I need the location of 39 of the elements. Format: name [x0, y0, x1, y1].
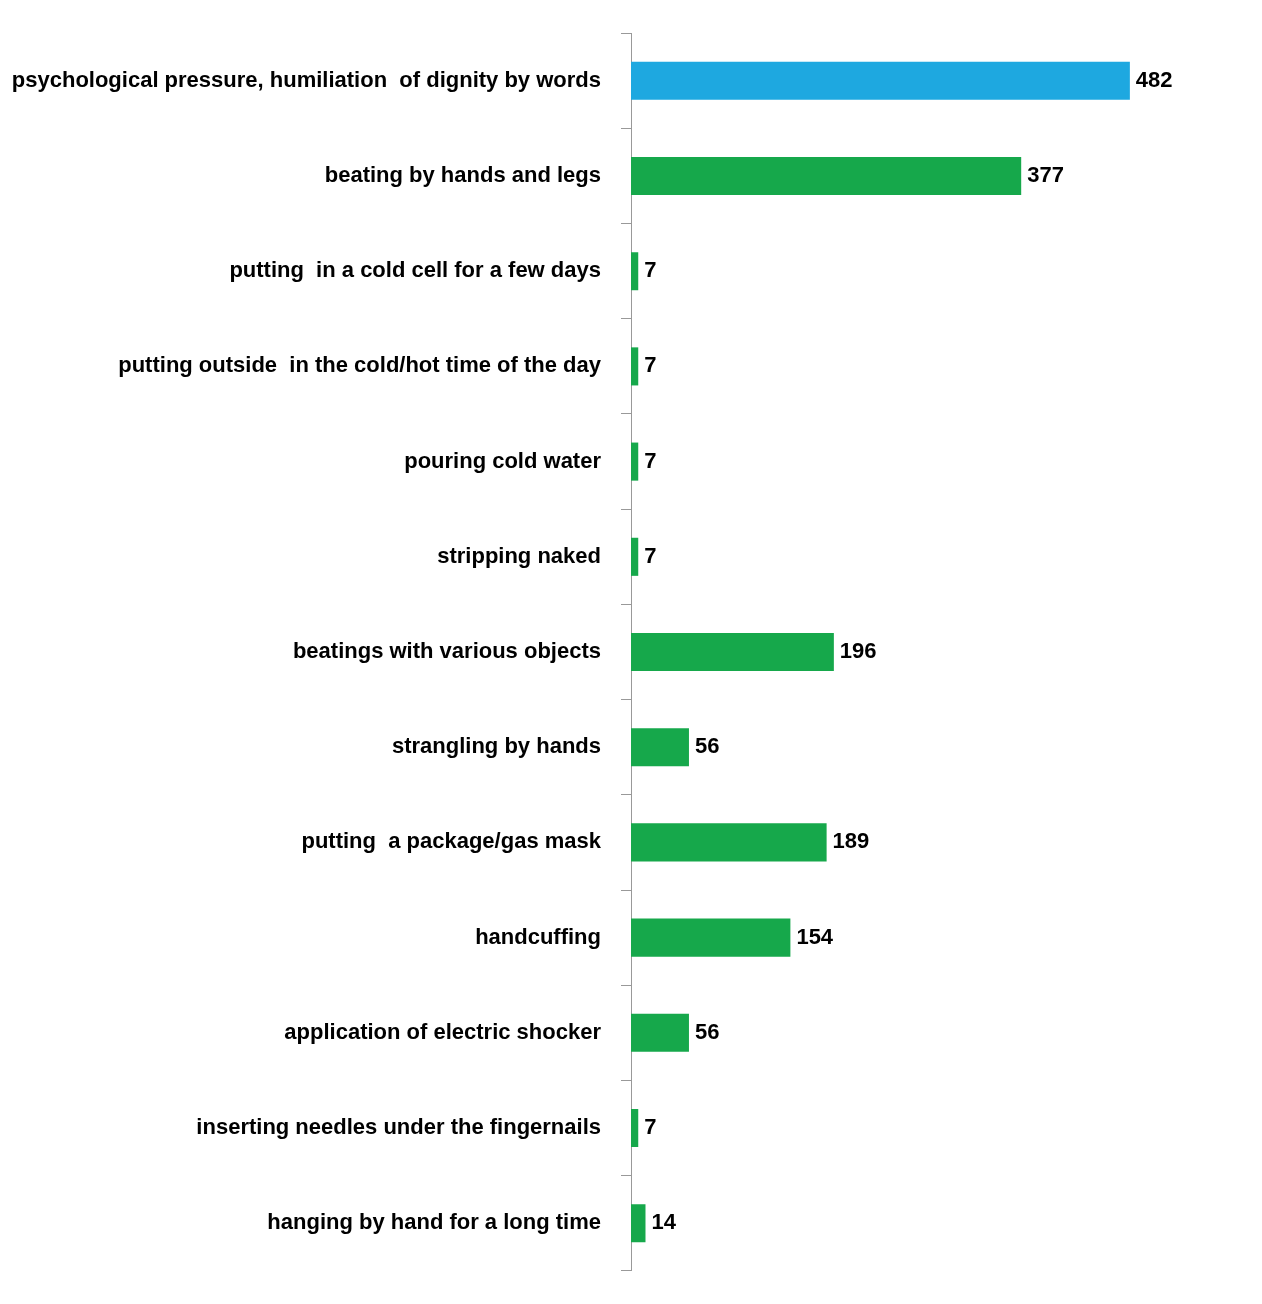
data-label: 377	[1027, 162, 1064, 188]
data-label: 7	[644, 352, 657, 378]
data-label: 482	[1135, 66, 1173, 92]
y-tick-label: handcuffing	[475, 923, 601, 949]
bar	[631, 728, 689, 767]
y-tick-label: strangling by hands	[391, 733, 601, 759]
y-tick-label: stripping naked	[437, 542, 601, 568]
bar	[631, 442, 639, 481]
bar	[631, 1013, 689, 1052]
bar	[631, 156, 1022, 196]
bar	[631, 61, 1130, 100]
bar	[631, 918, 791, 957]
bar	[631, 1204, 646, 1243]
data-label: 154	[796, 923, 834, 949]
data-label: 196	[839, 638, 877, 664]
bar	[631, 1108, 639, 1148]
bar	[631, 537, 639, 576]
bar	[631, 252, 639, 291]
data-label: 7	[644, 257, 657, 283]
bar	[631, 823, 827, 862]
data-label: 7	[644, 1114, 657, 1140]
y-tick-label: putting a package/gas mask	[301, 828, 602, 854]
y-tick-label: beatings with various objects	[292, 638, 601, 664]
data-label: 56	[694, 733, 720, 759]
data-label: 7	[644, 542, 657, 568]
bar	[631, 347, 639, 386]
y-tick-label: pouring cold water	[404, 447, 602, 473]
y-tick-label: application of electric shocker	[284, 1018, 602, 1044]
bar	[631, 632, 834, 672]
y-tick-label: hanging by hand for a long time	[267, 1209, 601, 1235]
y-tick-label: inserting needles under the fingernails	[196, 1114, 601, 1140]
y-tick-label: beating by hands and legs	[324, 162, 601, 188]
data-label: 7	[644, 447, 657, 473]
data-label: 189	[832, 828, 870, 854]
y-tick-label: putting outside in the cold/hot time of the day	[118, 352, 602, 378]
data-label: 56	[694, 1018, 720, 1044]
data-label: 14	[651, 1209, 677, 1235]
y-tick-label: putting in a cold cell for a few days	[229, 257, 601, 283]
y-tick-label: psychological pressure, humiliation of dignity by words	[11, 66, 601, 92]
